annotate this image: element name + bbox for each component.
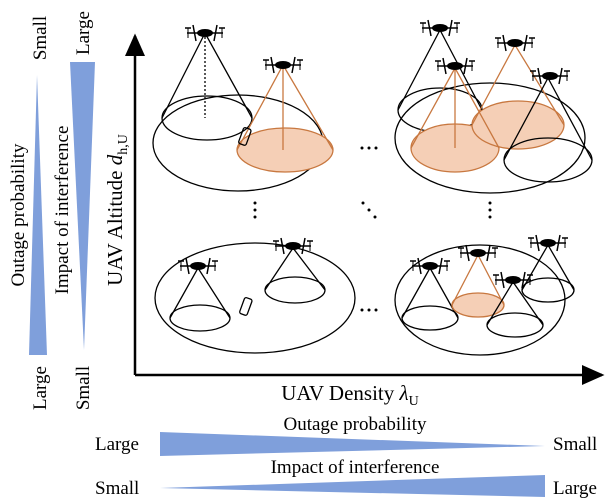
ellipsis-dots xyxy=(253,146,492,312)
scenes xyxy=(152,28,593,356)
label: Outage probability xyxy=(8,143,29,286)
label: Large xyxy=(73,11,94,55)
label: Large xyxy=(30,366,51,410)
y-axis-label: UAV Altitude dh,U xyxy=(103,134,131,286)
interference-wedge xyxy=(160,475,545,497)
symbol: d xyxy=(103,154,127,165)
symbol: λ xyxy=(399,381,409,405)
label: Impact of interference xyxy=(271,457,440,478)
text: UAV Altitude xyxy=(103,171,127,286)
label: Large xyxy=(95,434,139,455)
outage-wedge xyxy=(29,75,47,355)
outage-wedge xyxy=(160,432,545,456)
label: Small xyxy=(95,478,139,499)
subscript: h,U xyxy=(116,134,131,155)
label: Large xyxy=(553,478,597,499)
text: UAV Density xyxy=(281,381,394,405)
label: Impact of interference xyxy=(52,126,73,295)
label: Small xyxy=(553,434,597,455)
interference-wedge xyxy=(70,62,95,350)
label: Outage probability xyxy=(284,414,427,435)
label: Small xyxy=(30,16,51,60)
label: Small xyxy=(73,366,94,410)
drones xyxy=(177,19,571,289)
subscript: U xyxy=(409,394,419,409)
x-axis-label: UAV Density λU xyxy=(281,381,418,409)
